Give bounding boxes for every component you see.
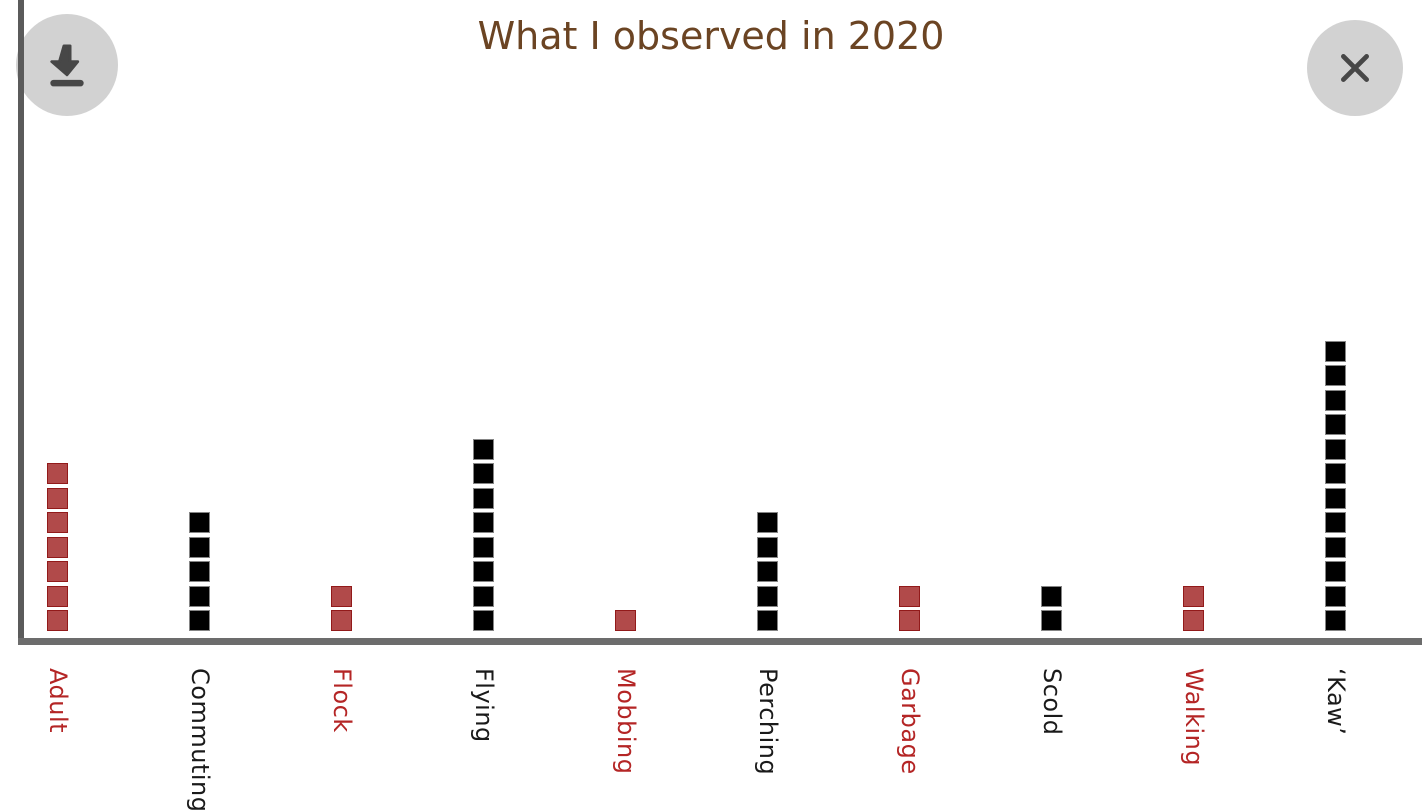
unit-square: [472, 512, 494, 533]
unit-square: [1041, 610, 1063, 631]
unit-square: [330, 585, 352, 607]
unit-square: [46, 585, 68, 607]
unit-square: [46, 463, 68, 484]
unit-square: [46, 536, 68, 558]
category-label-2: Flock: [327, 668, 356, 733]
unit-square: [1325, 487, 1347, 509]
unit-square: [46, 487, 68, 509]
unit-square: [46, 512, 68, 533]
unit-square: [899, 585, 921, 607]
unit-square: [614, 610, 636, 631]
unit-square: [1183, 585, 1205, 607]
unit-column-2: [330, 585, 352, 631]
category-label-8: Walking: [1180, 668, 1209, 767]
category-label-6: Garbage: [896, 668, 925, 775]
unit-column-3: [472, 438, 494, 631]
category-label-3: Flying: [469, 668, 498, 743]
close-icon: [1331, 44, 1379, 92]
unit-square: [330, 610, 352, 631]
unit-square: [188, 561, 210, 582]
category-label-9: ‘Kaw’: [1322, 668, 1351, 736]
unit-square: [899, 610, 921, 631]
unit-square: [757, 536, 778, 558]
unit-square: [1325, 610, 1347, 631]
unit-square: [188, 536, 210, 558]
unit-square: [1325, 585, 1347, 607]
page-title: What I observed in 2020: [477, 14, 945, 58]
unit-square: [472, 438, 494, 460]
category-label-0: Adult: [43, 668, 72, 734]
unit-square: [46, 610, 68, 631]
y-axis-line: [18, 0, 24, 645]
unit-column-6: [899, 585, 921, 631]
unit-square: [1325, 536, 1347, 558]
unit-square: [757, 561, 778, 582]
unit-square: [472, 561, 494, 582]
download-button[interactable]: [16, 14, 118, 116]
unit-square: [1325, 561, 1347, 582]
unit-square: [1325, 389, 1347, 411]
unit-square: [1041, 585, 1063, 607]
unit-column-4: [614, 610, 636, 631]
unit-column-5: [757, 512, 778, 631]
unit-square: [188, 610, 210, 631]
unit-square: [757, 610, 778, 631]
unit-column-1: [188, 512, 210, 631]
unit-square: [757, 585, 778, 607]
unit-square: [472, 487, 494, 509]
unit-square: [1325, 438, 1347, 460]
unit-square: [188, 585, 210, 607]
unit-column-8: [1183, 585, 1205, 631]
x-axis-line: [18, 638, 1422, 645]
unit-column-7: [1041, 585, 1063, 631]
unit-square: [1325, 414, 1347, 435]
unit-square: [1325, 365, 1347, 386]
unit-square: [757, 512, 778, 533]
category-label-7: Scold: [1038, 668, 1067, 736]
download-icon: [40, 38, 94, 92]
unit-square: [472, 536, 494, 558]
unit-column-9: [1325, 340, 1347, 631]
category-label-5: Perching: [754, 668, 782, 776]
unit-square: [1183, 610, 1205, 631]
category-label-4: Mobbing: [611, 668, 640, 775]
unit-square: [472, 463, 494, 484]
unit-square: [1325, 512, 1347, 533]
unit-column-0: [46, 463, 68, 631]
unit-square: [472, 585, 494, 607]
unit-square: [1325, 340, 1347, 362]
close-button[interactable]: [1307, 20, 1403, 116]
unit-square: [46, 561, 68, 582]
unit-square: [472, 610, 494, 631]
unit-square: [1325, 463, 1347, 484]
unit-square: [188, 512, 210, 533]
category-label-1: Commuting: [185, 668, 214, 812]
